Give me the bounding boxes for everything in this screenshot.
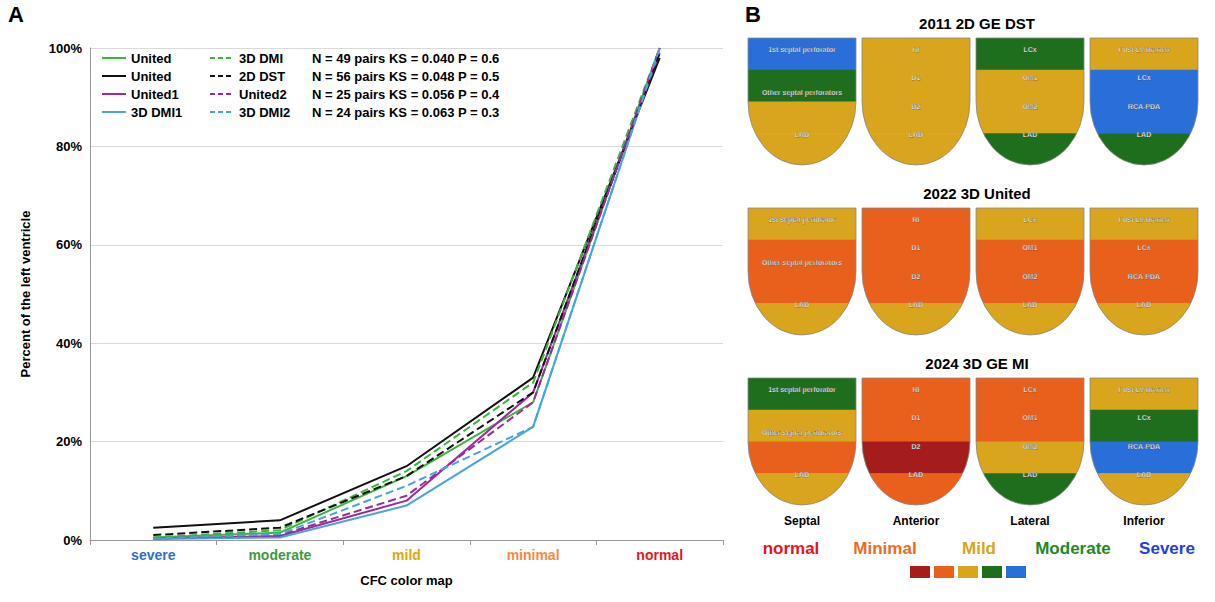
svg-text:RCA-PDA: RCA-PDA bbox=[1128, 443, 1160, 450]
svg-text:LAD: LAD bbox=[1137, 131, 1151, 138]
svg-text:OM1: OM1 bbox=[1022, 74, 1037, 81]
svg-text:normal: normal bbox=[636, 547, 683, 563]
svg-text:Septal: Septal bbox=[784, 514, 820, 528]
svg-text:LAD: LAD bbox=[909, 301, 923, 308]
svg-text:Other septal perforators: Other septal perforators bbox=[762, 429, 842, 437]
svg-text:Post LV branch: Post LV branch bbox=[1119, 46, 1170, 53]
svg-text:80%: 80% bbox=[56, 139, 82, 154]
svg-text:D1: D1 bbox=[912, 414, 921, 421]
svg-text:Lateral: Lateral bbox=[1010, 514, 1049, 528]
svg-text:LAD: LAD bbox=[795, 131, 809, 138]
svg-text:D2: D2 bbox=[912, 443, 921, 450]
svg-text:100%: 100% bbox=[49, 41, 83, 56]
svg-text:United2: United2 bbox=[239, 87, 287, 102]
svg-text:RI: RI bbox=[913, 46, 920, 53]
svg-text:Post LV branch: Post LV branch bbox=[1119, 216, 1170, 223]
svg-text:minimal: minimal bbox=[507, 547, 560, 563]
svg-text:normal: normal bbox=[763, 539, 820, 558]
svg-text:LCx: LCx bbox=[1023, 386, 1036, 393]
svg-text:20%: 20% bbox=[56, 434, 82, 449]
svg-text:Moderate: Moderate bbox=[1035, 539, 1111, 558]
svg-text:LCx: LCx bbox=[1023, 216, 1036, 223]
svg-text:RI: RI bbox=[913, 216, 920, 223]
html-text:B: B bbox=[745, 2, 761, 27]
svg-text:LCx: LCx bbox=[1137, 244, 1150, 251]
svg-text:Severe: Severe bbox=[1139, 539, 1195, 558]
svg-text:LCx: LCx bbox=[1137, 74, 1150, 81]
svg-text:LCx: LCx bbox=[1137, 414, 1150, 421]
svg-text:LAD: LAD bbox=[795, 471, 809, 478]
svg-text:Minimal: Minimal bbox=[853, 539, 916, 558]
svg-text:D2: D2 bbox=[912, 103, 921, 110]
svg-text:OM1: OM1 bbox=[1022, 244, 1037, 251]
svg-text:LCx: LCx bbox=[1023, 46, 1036, 53]
svg-text:LAD: LAD bbox=[795, 301, 809, 308]
html-text:A: A bbox=[8, 2, 24, 27]
svg-text:United: United bbox=[131, 69, 172, 84]
svg-text:RCA-PDA: RCA-PDA bbox=[1128, 273, 1160, 280]
svg-text:United: United bbox=[131, 51, 172, 66]
svg-text:Mild: Mild bbox=[962, 539, 996, 558]
svg-text:N = 24 pairs KS = 0.063 P = 0.: N = 24 pairs KS = 0.063 P = 0.3 bbox=[312, 105, 499, 120]
svg-text:OM2: OM2 bbox=[1022, 273, 1037, 280]
svg-text:D1: D1 bbox=[912, 74, 921, 81]
svg-text:Anterior: Anterior bbox=[893, 514, 940, 528]
svg-text:United1: United1 bbox=[131, 87, 179, 102]
svg-text:OM1: OM1 bbox=[1022, 414, 1037, 421]
svg-text:CFC color map: CFC color map bbox=[360, 573, 453, 588]
svg-text:severe: severe bbox=[131, 547, 176, 563]
svg-text:2022 3D United: 2022 3D United bbox=[923, 185, 1031, 202]
svg-text:Post LV branch: Post LV branch bbox=[1119, 386, 1170, 393]
svg-text:RI: RI bbox=[913, 386, 920, 393]
svg-text:LAD: LAD bbox=[1023, 131, 1037, 138]
svg-text:2011 2D GE DST: 2011 2D GE DST bbox=[919, 15, 1035, 32]
svg-text:D1: D1 bbox=[912, 244, 921, 251]
svg-text:60%: 60% bbox=[56, 237, 82, 252]
svg-text:1st septal perforator: 1st septal perforator bbox=[768, 216, 836, 224]
svg-text:D2: D2 bbox=[912, 273, 921, 280]
svg-text:RCA-PDA: RCA-PDA bbox=[1128, 103, 1160, 110]
svg-text:Other septal perforators: Other septal perforators bbox=[762, 89, 842, 97]
svg-text:N = 49 pairs KS = 0.040 P = 0.: N = 49 pairs KS = 0.040 P = 0.6 bbox=[312, 51, 499, 66]
svg-text:Inferior: Inferior bbox=[1123, 514, 1165, 528]
svg-text:1st septal perforator: 1st septal perforator bbox=[768, 386, 836, 394]
svg-text:N = 56 pairs KS = 0.048 P = 0.: N = 56 pairs KS = 0.048 P = 0.5 bbox=[312, 69, 499, 84]
svg-text:0%: 0% bbox=[63, 533, 82, 548]
svg-text:2024 3D GE MI: 2024 3D GE MI bbox=[925, 355, 1028, 372]
svg-text:LAD: LAD bbox=[909, 131, 923, 138]
svg-text:LAD: LAD bbox=[1137, 301, 1151, 308]
svg-text:LAD: LAD bbox=[1023, 301, 1037, 308]
svg-text:1st septal perforator: 1st septal perforator bbox=[768, 46, 836, 54]
svg-text:2D DST: 2D DST bbox=[239, 69, 285, 84]
svg-text:moderate: moderate bbox=[248, 547, 311, 563]
svg-text:mild: mild bbox=[392, 547, 421, 563]
svg-text:3D DMI: 3D DMI bbox=[239, 51, 283, 66]
svg-text:Other septal perforators: Other septal perforators bbox=[762, 259, 842, 267]
svg-text:OM2: OM2 bbox=[1022, 443, 1037, 450]
svg-text:OM2: OM2 bbox=[1022, 103, 1037, 110]
svg-text:Percent of the left ventricle: Percent of the left ventricle bbox=[18, 211, 33, 378]
svg-text:LAD: LAD bbox=[909, 471, 923, 478]
svg-text:40%: 40% bbox=[56, 336, 82, 351]
svg-text:LAD: LAD bbox=[1137, 471, 1151, 478]
svg-text:3D DMI2: 3D DMI2 bbox=[239, 105, 290, 120]
svg-text:LAD: LAD bbox=[1023, 471, 1037, 478]
svg-text:3D DMI1: 3D DMI1 bbox=[131, 105, 182, 120]
svg-text:N = 25 pairs KS = 0.056 P = 0.: N = 25 pairs KS = 0.056 P = 0.4 bbox=[312, 87, 500, 102]
